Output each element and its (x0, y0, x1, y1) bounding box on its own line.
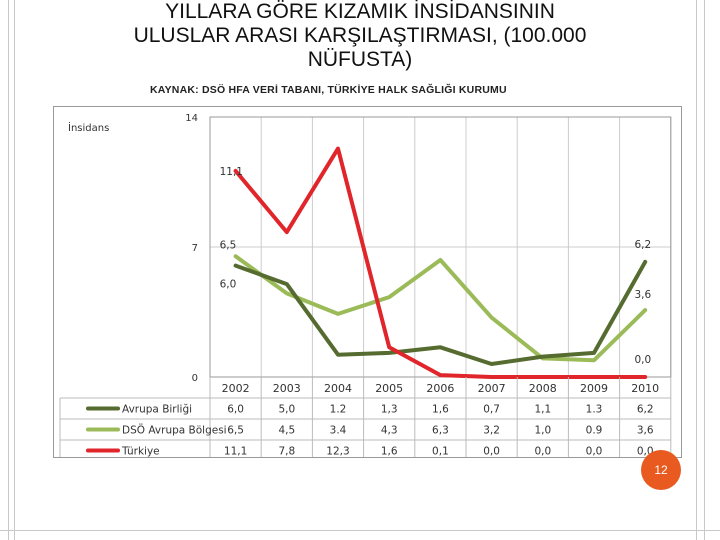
table-cell: 6,0 (227, 404, 244, 416)
table-cell: 6,2 (637, 404, 654, 416)
series-line-0 (233, 259, 648, 366)
table-cell: 0.9 (586, 425, 603, 437)
frame-line-left (8, 0, 9, 540)
x-tick-label: 2002 (222, 382, 250, 395)
frame-line-left-inner (14, 0, 15, 540)
frame-line-right (696, 0, 697, 540)
table-cell: 3.4 (330, 425, 347, 437)
page-title: YILLARA GÖRE KIZAMIK İNSİDANSININ ULUSLA… (0, 0, 720, 72)
legend-entry: Avrupa Birliği (122, 404, 192, 416)
table-cell: 1.2 (330, 404, 347, 416)
legend-entry: DSÖ Avrupa Bölgesi (122, 424, 227, 437)
y-tick-label: 14 (185, 113, 198, 124)
table-cell: 6,3 (432, 425, 449, 437)
series-line-2 (233, 146, 648, 379)
table-cell: 1,6 (432, 404, 449, 416)
y-axis-label: İnsidans (68, 121, 109, 134)
data-label: 3,6 (634, 289, 651, 301)
title-line: YILLARA GÖRE KIZAMIK İNSİDANSININ (165, 0, 555, 23)
x-tick-label: 2010 (631, 382, 659, 395)
table-cell: 7,8 (278, 446, 295, 458)
x-tick-label: 2004 (324, 382, 352, 395)
data-label: 0,0 (634, 354, 651, 366)
table-cell: 0,7 (483, 404, 500, 416)
data-label: 11,1 (220, 166, 243, 178)
table-cell: 4,3 (381, 425, 398, 437)
data-label: 6,0 (220, 279, 237, 291)
line-chart: İnsidans 0 7 14 11,1 6,5 6,0 6,2 3,6 0,0 2002 200… (59, 113, 672, 462)
legend-entry: Türkiye (121, 446, 160, 458)
table-cell: 3,2 (483, 425, 500, 437)
table-cell: 1,6 (381, 446, 398, 458)
x-tick-label: 2003 (273, 382, 301, 395)
table-cell: 1,1 (534, 404, 551, 416)
frame-line-bottom (0, 530, 720, 531)
source-note: KAYNAK: DSÖ HFA VERİ TABANI, TÜRKİYE HAL… (150, 84, 507, 96)
table-cell: 0,1 (432, 446, 449, 458)
table-cell: 0,0 (483, 446, 500, 458)
page-number-badge: 12 (641, 450, 681, 490)
table-cell: 1.3 (586, 404, 603, 416)
x-tick-label: 2005 (375, 382, 403, 395)
table-cell: 3,6 (637, 425, 654, 437)
table-cell: 1,3 (381, 404, 398, 416)
x-tick-label: 2006 (426, 382, 454, 395)
data-label: 6,2 (634, 239, 651, 251)
title-line: ULUSLAR ARASI KARŞILAŞTIRMASI, (100.000 (133, 24, 587, 47)
series-line-1 (233, 254, 648, 363)
frame-line-right-outer (704, 0, 705, 540)
table-cell: 11,1 (224, 446, 247, 458)
title-line: NÜFUSTA) (307, 48, 413, 71)
table-cell: 6,5 (227, 425, 244, 437)
table-cell: 0,0 (534, 446, 551, 458)
table-cell: 4,5 (278, 425, 295, 437)
table-cell: 1,0 (534, 425, 551, 437)
table-cell: 0,0 (586, 446, 603, 458)
y-tick-label: 7 (192, 243, 198, 254)
x-tick-label: 2009 (580, 382, 608, 395)
table-cell: 12,3 (326, 446, 349, 458)
x-tick-label: 2008 (529, 382, 557, 395)
y-tick-label: 0 (192, 373, 198, 384)
chart-container: İnsidans 0 7 14 11,1 6,5 6,0 6,2 3,6 0,0 2002 200… (53, 106, 682, 462)
x-tick-label: 2007 (478, 382, 506, 395)
table-cell: 5,0 (278, 404, 295, 416)
data-label: 6,5 (220, 239, 237, 251)
